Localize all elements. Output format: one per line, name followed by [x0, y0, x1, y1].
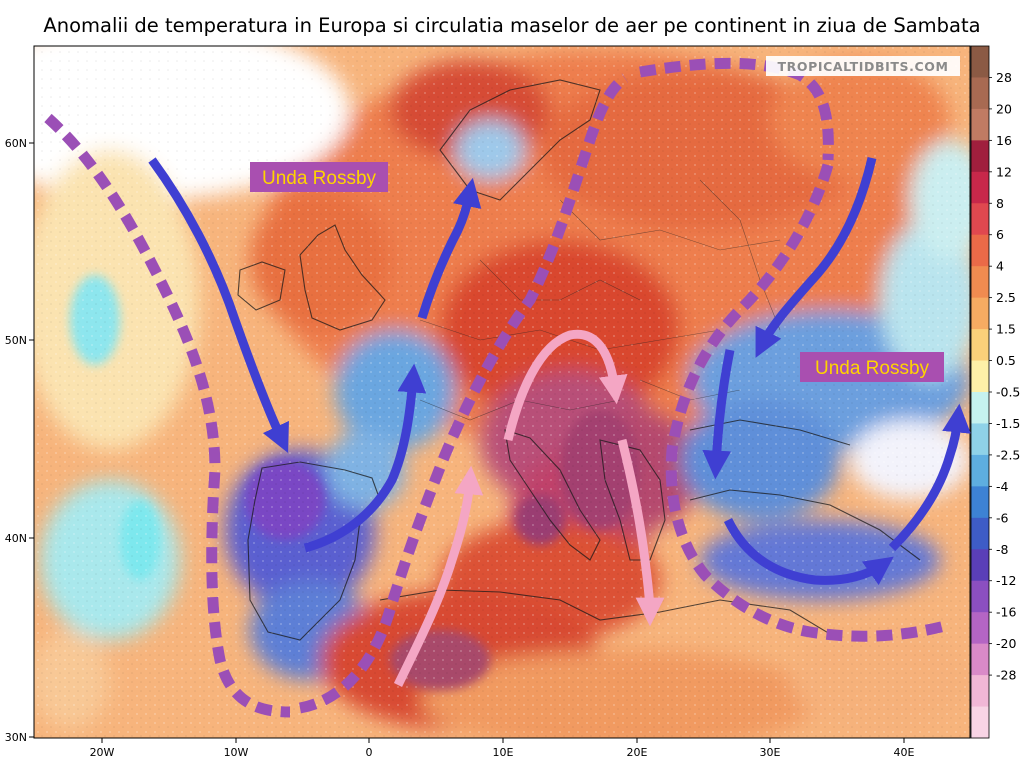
- colorbar-cell: [971, 392, 989, 424]
- colorbar-label: 6: [996, 227, 1004, 242]
- colorbar-label: -4: [996, 479, 1009, 494]
- colorbar-label: -2.5: [996, 447, 1020, 462]
- colorbar-cell: [971, 454, 989, 487]
- blue-arrow-turkey-east: [723, 517, 894, 586]
- colorbar-cells: [971, 46, 989, 739]
- lat-label: 40N: [5, 532, 27, 545]
- colorbar-cell: [971, 46, 989, 78]
- graticule-ticks: [29, 142, 905, 743]
- colorbar-cell: [971, 517, 989, 550]
- blue-arrow-ukraine-south: [702, 349, 735, 480]
- colorbar-cell: [971, 108, 989, 141]
- lon-label: 0: [366, 746, 373, 759]
- lon-label: 20E: [627, 746, 648, 759]
- colorbar-cell: [971, 706, 989, 739]
- colorbar-cell: [971, 266, 989, 299]
- colorbar-cell: [971, 360, 989, 393]
- lon-label: 40E: [894, 746, 915, 759]
- watermark-text: TROPICALTIDBITS.COM: [778, 59, 949, 74]
- map-title: Anomalii de temperatura in Europa si cir…: [43, 14, 981, 37]
- colorbar-cell: [971, 171, 989, 204]
- colorbar-cell: [971, 234, 989, 267]
- circulation-arrows: [44, 57, 971, 718]
- colorbar-cell: [971, 549, 989, 582]
- lon-label: 10W: [224, 746, 249, 759]
- lat-label: 30N: [5, 731, 27, 744]
- colorbar-label: -16: [996, 605, 1016, 620]
- pink-arrow-alps-arc: [503, 329, 628, 442]
- colorbar-label: 1.5: [996, 322, 1016, 337]
- colorbar-label: -28: [996, 668, 1016, 683]
- pink-arrow-africa-north: [393, 465, 484, 687]
- colorbar-label: -1.5: [996, 416, 1020, 431]
- colorbar-label: -8: [996, 542, 1009, 557]
- purple-dashed-arrow-iberia: [298, 73, 629, 714]
- purple-dashed-arrow-atlantic: [44, 113, 291, 718]
- colorbar-cell: [971, 612, 989, 645]
- colorbar-label: 12: [996, 164, 1012, 179]
- colorbar-label: -20: [996, 636, 1016, 651]
- colorbar-cell: [971, 580, 989, 613]
- lon-label: 20W: [90, 746, 115, 759]
- blue-arrow-caucasus-north: [888, 403, 971, 552]
- colorbar-label: -12: [996, 573, 1016, 588]
- purple-dashed-arrow-east: [665, 163, 947, 642]
- anomaly-field: [34, 46, 970, 738]
- watermark-logo: TROPICALTIDBITS.COM: [766, 56, 960, 76]
- colorbar-label: 28: [996, 70, 1012, 85]
- map-frame: [33, 45, 971, 739]
- lat-label: 60N: [5, 137, 27, 150]
- colorbar-cell: [971, 297, 989, 330]
- colorbar-cell: [971, 643, 989, 676]
- colorbar-labels: 28 20 16 12 8 6 4 2.5 1.5 0.5 -0.5 -1.5 -2.5 -4 -6 -8 -1…: [989, 70, 1020, 683]
- colorbar-cell: [971, 329, 989, 362]
- lon-label: 10E: [493, 746, 514, 759]
- rossby-label-west: Unda Rossby: [250, 162, 388, 192]
- colorbar-cell: [971, 486, 989, 519]
- lon-label: 30E: [760, 746, 781, 759]
- colorbar-label: 8: [996, 196, 1004, 211]
- rossby-label-text: Unda Rossby: [262, 168, 377, 189]
- blue-arrow-russia-south: [755, 156, 877, 358]
- rossby-label-east: Unda Rossby: [800, 352, 944, 382]
- colorbar-cell: [971, 77, 989, 110]
- blue-arrow-france-north: [417, 177, 482, 320]
- colorbar-label: 20: [996, 101, 1012, 116]
- pink-arrow-balkans-south: [617, 438, 665, 627]
- colorbar-label: 2.5: [996, 290, 1016, 305]
- blue-arrow-iberia-north: [303, 363, 427, 553]
- colorbar-label: 16: [996, 133, 1012, 148]
- colorbar-cell: [971, 140, 989, 173]
- colorbar-cell: [971, 423, 989, 456]
- colorbar: 28 20 16 12 8 6 4 2.5 1.5 0.5 -0.5 -1.5 -2.5 -4 -6 -8 -1…: [970, 45, 1020, 739]
- colorbar-cell: [971, 675, 989, 708]
- rossby-label-text: Unda Rossby: [815, 358, 930, 379]
- colorbar-label: -0.5: [996, 385, 1020, 400]
- colorbar-label: -6: [996, 510, 1009, 525]
- colorbar-label: 0.5: [996, 353, 1016, 368]
- colorbar-cell: [971, 203, 989, 236]
- lat-label: 50N: [5, 334, 27, 347]
- colorbar-label: 4: [996, 259, 1004, 274]
- blue-arrow-atlantic-south: [148, 157, 289, 454]
